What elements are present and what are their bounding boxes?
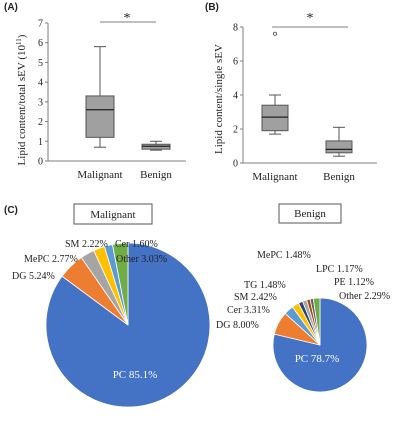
box-chart-b: Lipid content/single sEV 0 2 4 6 8 Malignant… xyxy=(213,11,377,183)
pie-slice-other xyxy=(112,242,129,326)
box-chart-a: Lipid content/total sEV (1011) 01234567 … xyxy=(15,11,186,181)
box-b-x-category-label: Malignant xyxy=(252,171,297,183)
box-b-box xyxy=(261,104,289,132)
pie-title-box-benign xyxy=(278,203,342,224)
pie-label-mepc: MePC 2.77% xyxy=(24,254,78,265)
box-a-box xyxy=(85,95,115,138)
box-a-y-tick-label: 4 xyxy=(38,78,43,89)
y-axis-label-a: Lipid content/total sEV (1011) xyxy=(15,34,28,165)
box-b-y-tick-label: 4 xyxy=(233,91,238,102)
box-a-y-tick-label: 6 xyxy=(38,38,43,49)
box-b-x-category-label: Benign xyxy=(323,171,355,183)
pie-label-other: Other 2.29% xyxy=(339,291,390,302)
pie-label-dg: DG 8.00% xyxy=(216,320,259,331)
box-b-y-tick-label: 0 xyxy=(233,159,238,170)
box-a-y-tick-label: 1 xyxy=(38,137,43,148)
pie-label-dg: DG 5.24% xyxy=(12,271,55,282)
pie-slice-other xyxy=(312,297,321,346)
panel-label-a: (A) xyxy=(4,2,18,13)
y-axis-label-b: Lipid content/single sEV xyxy=(213,44,225,154)
box-b-outlier-point xyxy=(272,31,277,36)
box-b-y-tick-label: 8 xyxy=(233,23,238,34)
box-a-x-category-label: Malignant xyxy=(77,169,122,181)
box-a-y-tick-label: 0 xyxy=(38,157,43,168)
significance-marker-b: * xyxy=(307,11,314,26)
box-b-y-tick-label: 6 xyxy=(233,57,238,68)
pie-chart-benign xyxy=(272,297,368,393)
pie-title-box-malignant xyxy=(73,203,153,225)
pie-label-lpc: LPC 1.17% xyxy=(316,264,363,275)
pie-label-pc: PC 85.1% xyxy=(113,369,158,381)
pie-label-pe: PE 1.12% xyxy=(334,277,374,288)
pie-label-pc: PC 78.7% xyxy=(295,353,340,365)
box-a-y-tick-label: 7 xyxy=(38,19,43,30)
pie-label-sm: SM 2.42% xyxy=(234,292,277,303)
pie-label-cer: Cer 1.60% xyxy=(115,239,158,250)
pie-label-cer: Cer 3.31% xyxy=(227,305,270,316)
pie-label-sm: SM 2.22% xyxy=(65,239,108,250)
box-a-x-category-label: Benign xyxy=(140,169,172,181)
box-a-y-tick-label: 2 xyxy=(38,117,43,128)
box-b-y-tick-label: 2 xyxy=(233,125,238,136)
box-a-y-tick-label: 3 xyxy=(38,97,43,108)
panel-label-c: (C) xyxy=(4,205,18,216)
box-a-y-tick-label: 5 xyxy=(38,58,43,69)
panel-label-b: (B) xyxy=(205,2,219,13)
pie-label-mepc: MePC 1.48% xyxy=(257,250,311,261)
pie-title-malignant: Malignant xyxy=(90,209,135,221)
pie-title-benign: Benign xyxy=(294,208,326,220)
significance-marker-a: * xyxy=(124,11,131,26)
box-b-box xyxy=(325,140,353,154)
pie-slice-pc xyxy=(45,242,211,408)
pie-chart-malignant xyxy=(45,242,211,408)
pie-label-tg: TG 1.48% xyxy=(244,280,286,291)
pie-label-other: Other 3.03% xyxy=(116,254,167,265)
